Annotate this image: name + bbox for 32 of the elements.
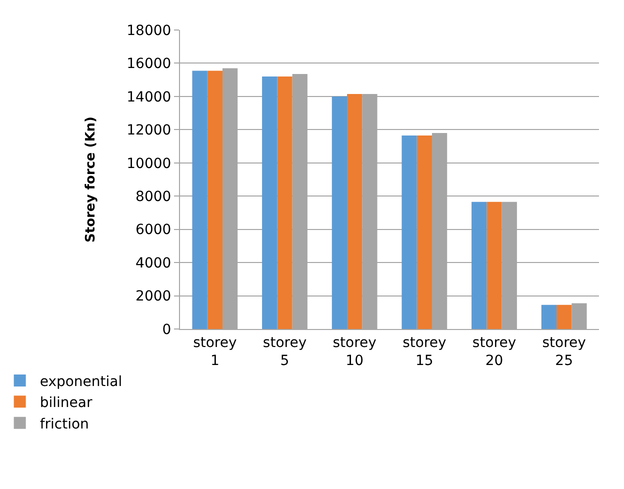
x-tick-label: storey 1: [193, 334, 237, 369]
bar: [192, 70, 208, 329]
legend-label: friction: [40, 416, 89, 432]
x-tick-label: storey 20: [472, 334, 516, 369]
y-tick-label: 14000: [126, 89, 172, 106]
y-tick-label: 4000: [136, 255, 172, 272]
bar: [556, 304, 572, 329]
y-tick-label: 0: [162, 322, 172, 338]
y-tick-label: 8000: [136, 189, 172, 206]
bar: [472, 202, 487, 329]
bar: [347, 94, 362, 329]
y-axis-title: Storey force (Kn): [84, 116, 99, 242]
x-tick-label: storey 15: [402, 334, 446, 369]
bar: [402, 135, 417, 329]
y-tick-label: 12000: [126, 122, 172, 139]
x-tick-label: storey 25: [542, 334, 586, 369]
bar: [207, 70, 222, 329]
bar: [416, 135, 432, 329]
legend-label: bilinear: [40, 395, 92, 412]
bar: [332, 96, 348, 329]
y-tick-label: 10000: [126, 156, 172, 172]
bar: [541, 304, 557, 329]
bar: [262, 76, 278, 329]
x-tick-label: storey 10: [332, 334, 376, 369]
y-tick-label: 6000: [136, 222, 172, 238]
y-tick-label: 2000: [136, 288, 172, 305]
bar: [277, 76, 292, 329]
y-tick-label: 18000: [126, 22, 172, 39]
y-tick-label: 16000: [126, 56, 172, 72]
x-tick-label: storey 5: [262, 334, 307, 369]
legend-label: exponential: [40, 374, 122, 390]
bar: [486, 202, 502, 329]
